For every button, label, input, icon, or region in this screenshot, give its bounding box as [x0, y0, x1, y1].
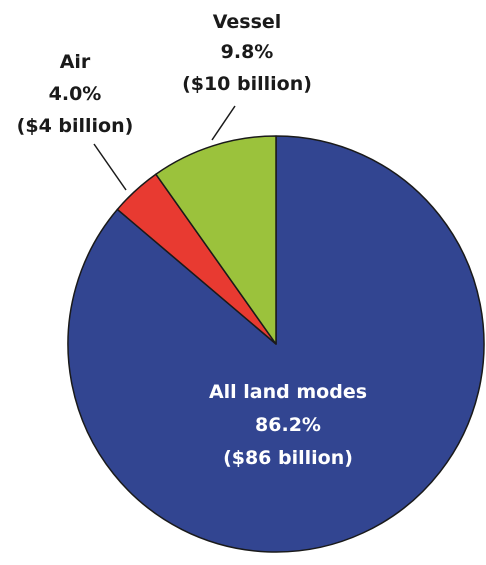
air-percent: 4.0% [49, 83, 102, 105]
land-name: All land modes [209, 381, 367, 403]
pie-slice-vessel [155, 135, 277, 345]
air-leader-line [93, 143, 127, 191]
air-name: Air [60, 51, 91, 73]
vessel-label: Vessel 9.8% ($10 billion) [182, 11, 312, 95]
pie-slice-all-land-modes [67, 135, 485, 553]
air-label: Air 4.0% ($4 billion) [17, 51, 134, 137]
vessel-amount: ($10 billion) [182, 73, 312, 95]
vessel-leader-line [211, 105, 236, 141]
vessel-percent: 9.8% [221, 41, 274, 63]
air-amount: ($4 billion) [17, 115, 134, 137]
pie-slices [67, 135, 485, 553]
land-amount: ($86 billion) [223, 447, 353, 469]
vessel-name: Vessel [213, 11, 282, 33]
land-label: All land modes 86.2% ($86 billion) [209, 381, 367, 469]
land-percent: 86.2% [255, 414, 321, 436]
